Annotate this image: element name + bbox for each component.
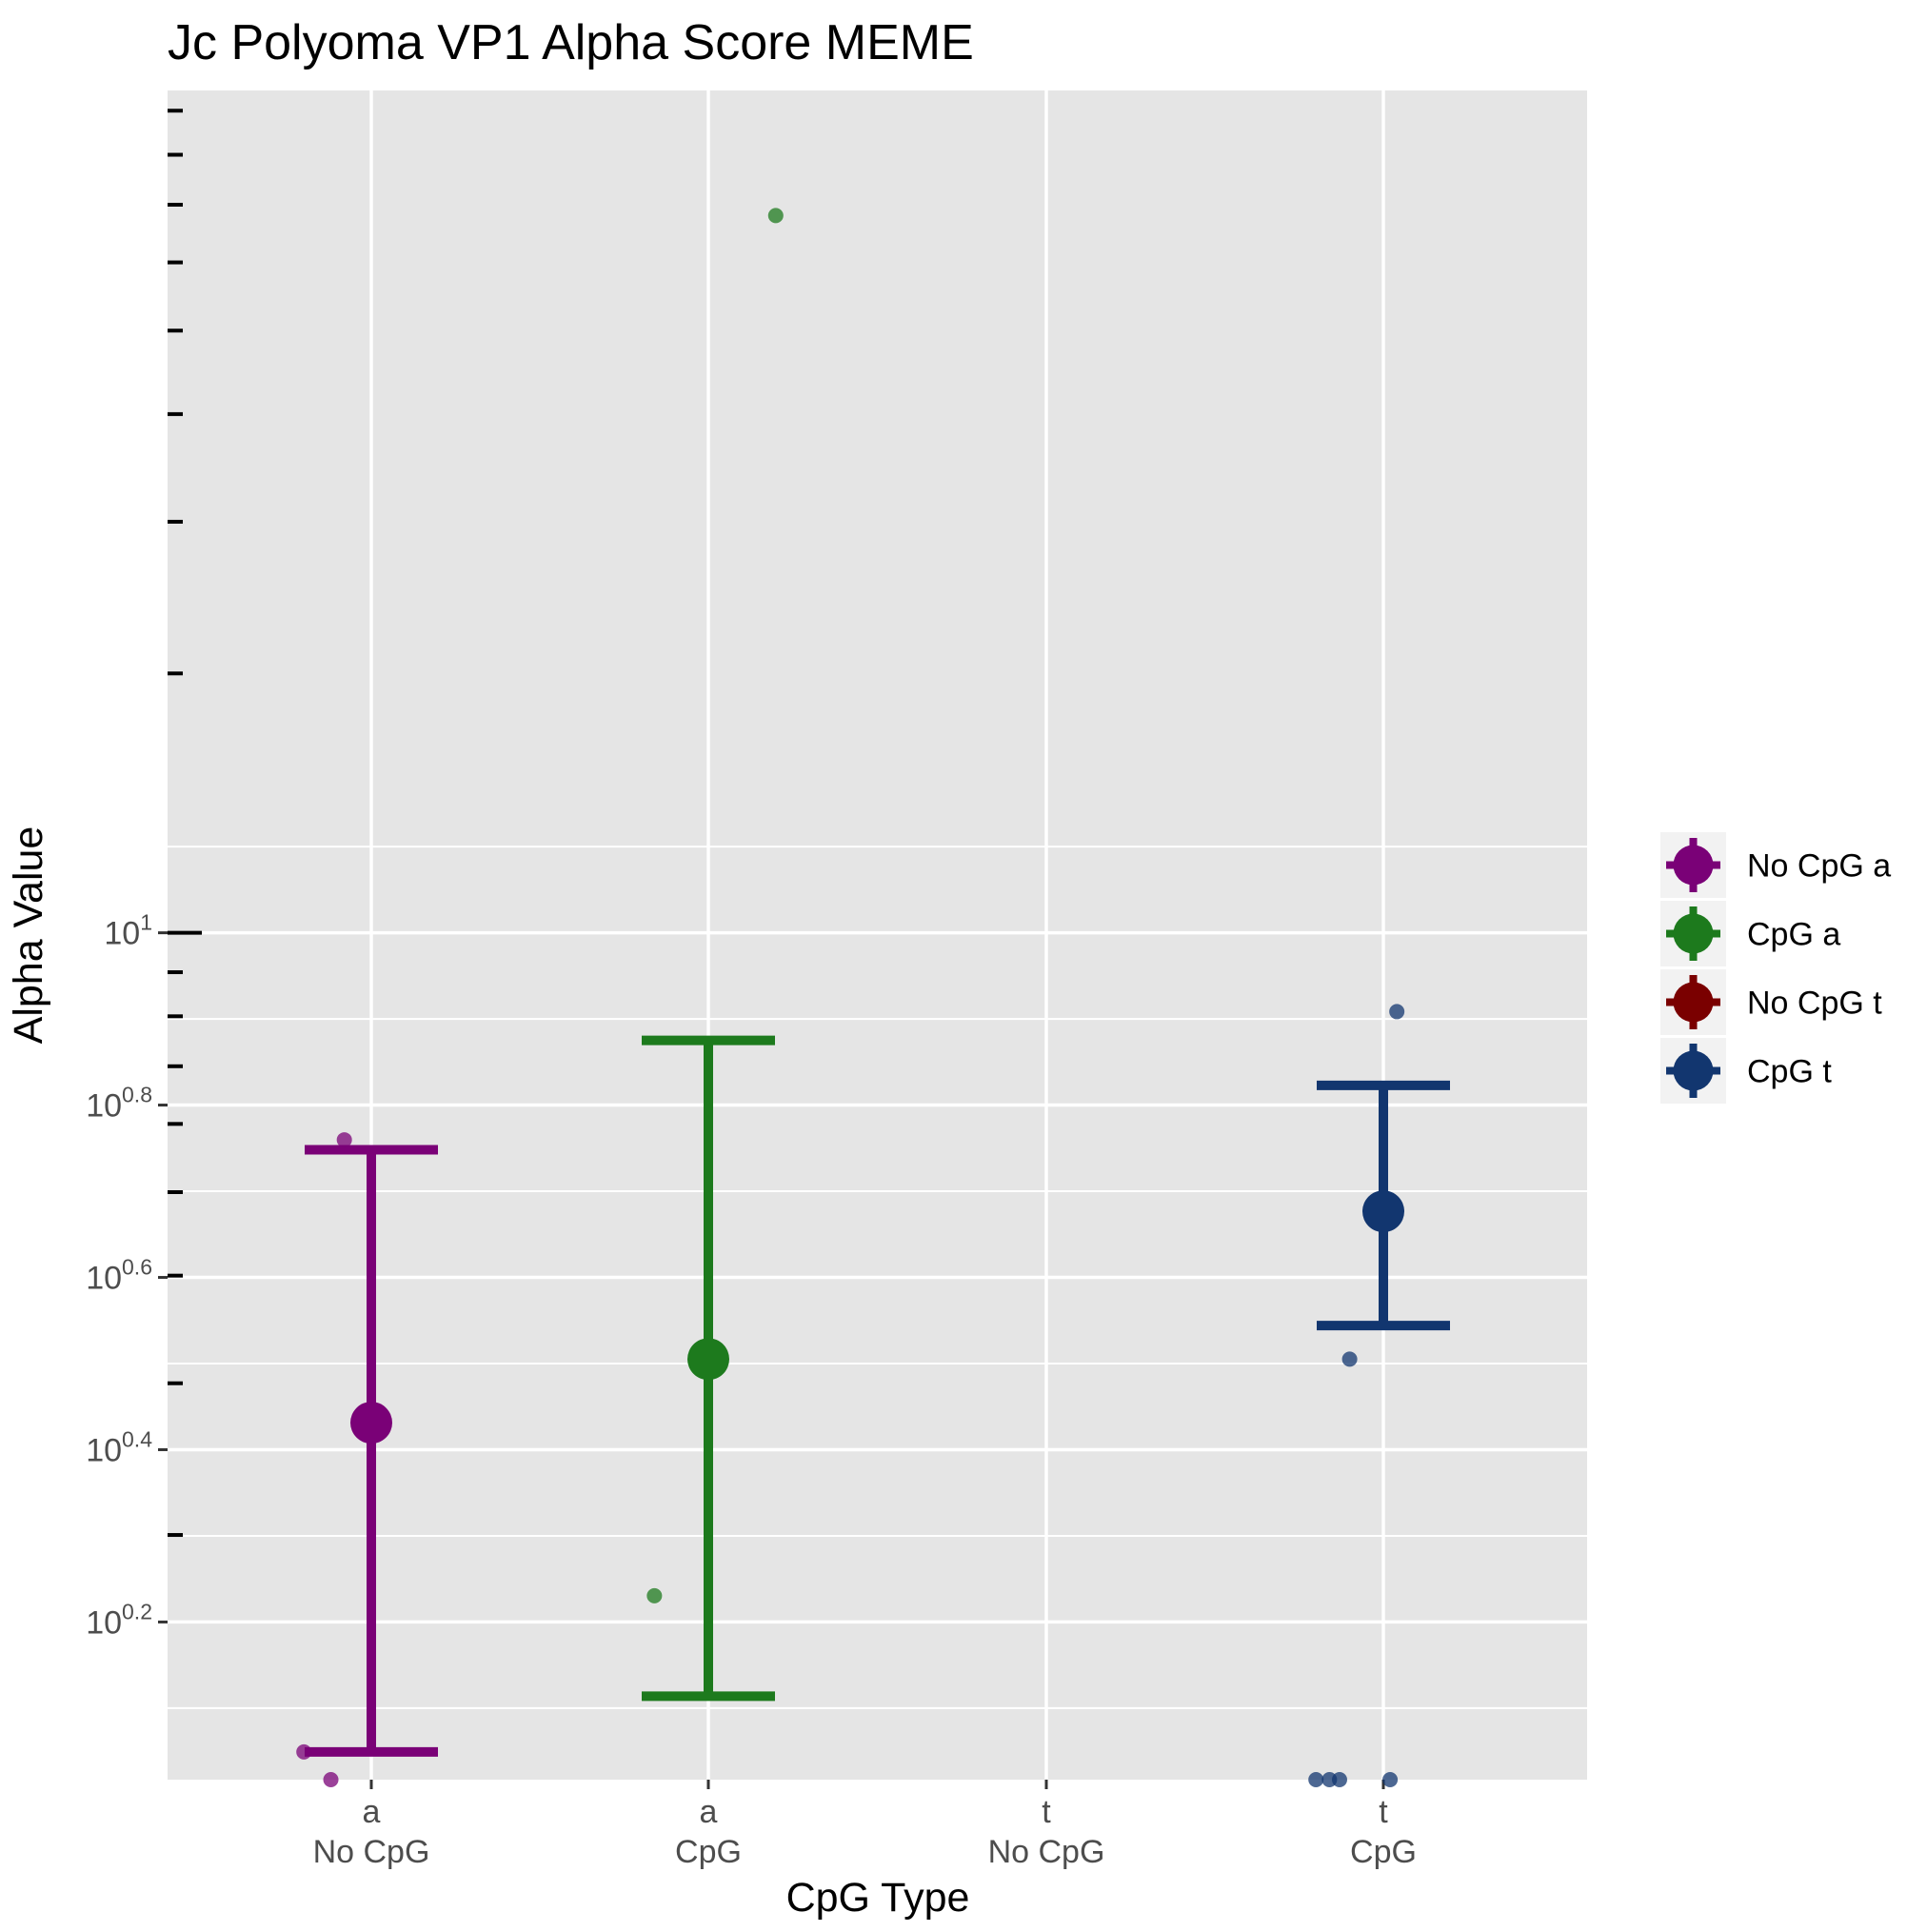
legend-label: CpG a — [1747, 917, 1840, 953]
data-point — [646, 1587, 663, 1603]
mean-point — [1362, 1190, 1404, 1233]
x-axis-title: CpG Type — [786, 1875, 970, 1921]
legend-item: No CpG t — [1660, 969, 1882, 1035]
x-tick-label-bottom: CpG — [1350, 1834, 1417, 1870]
legend-key-point — [1673, 982, 1714, 1023]
legend-key-point — [1673, 913, 1714, 954]
data-point — [767, 208, 784, 224]
y-tick-label: 100.6 — [86, 1255, 152, 1297]
data-point — [1308, 1772, 1324, 1787]
chart-title: Jc Polyoma VP1 Alpha Score MEME — [168, 15, 974, 70]
x-tick-label-bottom: No CpG — [988, 1834, 1105, 1870]
legend-label: CpG t — [1747, 1054, 1832, 1090]
legend-key-point — [1673, 845, 1714, 886]
x-tick-label-top: t — [1379, 1794, 1388, 1830]
x-tick-label-bottom: No CpG — [313, 1834, 430, 1870]
legend-label: No CpG a — [1747, 848, 1891, 885]
y-tick-label: 100.4 — [86, 1426, 152, 1468]
mean-point — [687, 1338, 729, 1381]
legend-item: CpG a — [1660, 901, 1840, 966]
data-point — [1341, 1351, 1358, 1367]
axis-layer: 100.2 100.4 100.6 100.8 101 a No CpG a CpG t No Cp… — [86, 109, 1417, 1870]
data-point — [1382, 1772, 1399, 1787]
x-tick-label-top: a — [700, 1794, 718, 1830]
legend-key-point — [1673, 1050, 1714, 1091]
legend-item: No CpG a — [1660, 832, 1891, 898]
data-point — [296, 1743, 312, 1760]
data-point — [323, 1772, 339, 1787]
point-layer — [296, 208, 1405, 1787]
data-point — [336, 1132, 352, 1148]
plot-panel — [168, 90, 1587, 1780]
legend-item: CpG t — [1660, 1038, 1832, 1104]
data-point — [1389, 1004, 1405, 1020]
legend-label: No CpG t — [1747, 986, 1882, 1022]
y-tick-label: 101 — [104, 910, 152, 952]
y-axis-title: Alpha Value — [6, 827, 51, 1045]
legend: No CpG a CpG a No CpG t CpG t — [1660, 832, 1891, 1104]
x-tick-label-top: a — [363, 1794, 381, 1830]
x-tick-label-top: t — [1042, 1794, 1051, 1830]
mean-point — [350, 1402, 392, 1444]
data-point — [1331, 1772, 1347, 1787]
y-tick-label: 100.2 — [86, 1599, 152, 1641]
x-tick-label-bottom: CpG — [675, 1834, 742, 1870]
y-tick-label: 100.8 — [86, 1083, 152, 1125]
